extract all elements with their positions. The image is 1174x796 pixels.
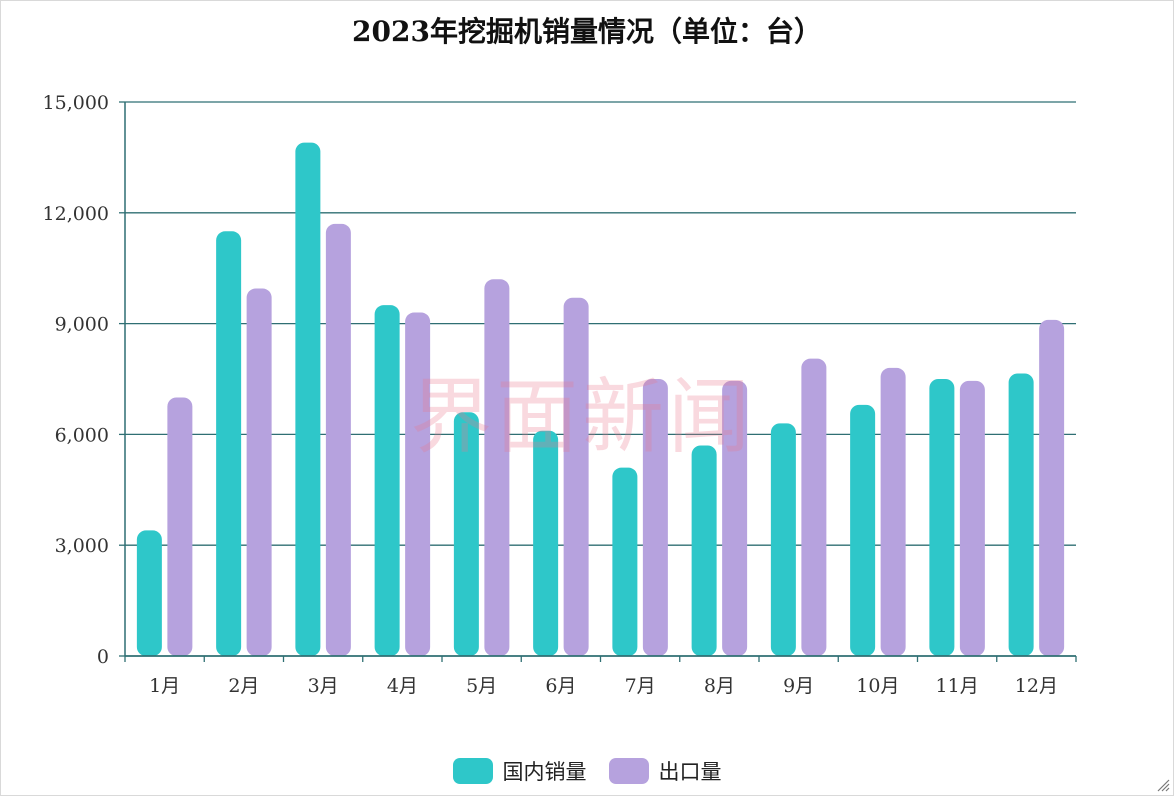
bar-domestic-4[interactable] <box>374 305 400 656</box>
x-tick-label: 6月 <box>545 675 576 697</box>
chart-title: 2023年挖掘机销量情况（单位：台） <box>352 15 822 48</box>
bar-domestic-8[interactable] <box>691 445 717 656</box>
bar-domestic-2[interactable] <box>216 231 242 656</box>
legend-swatch-domestic <box>452 758 493 784</box>
x-tick-label: 5月 <box>466 675 497 697</box>
x-tick-label: 8月 <box>704 675 735 697</box>
bar-export-12[interactable] <box>1039 319 1065 656</box>
x-tick-label: 9月 <box>783 675 814 697</box>
bar-export-8[interactable] <box>722 380 748 656</box>
bar-export-3[interactable] <box>325 223 351 656</box>
y-tick-label: 9,000 <box>55 314 109 336</box>
bar-export-6[interactable] <box>563 297 589 656</box>
x-tick-label: 12月 <box>1015 675 1058 697</box>
bar-domestic-1[interactable] <box>136 530 162 656</box>
resize-grip-icon[interactable] <box>1156 778 1170 792</box>
bar-export-7[interactable] <box>642 379 668 656</box>
legend-label-domestic: 国内销量 <box>502 760 587 784</box>
bar-domestic-11[interactable] <box>929 379 955 656</box>
y-tick-label: 15,000 <box>43 92 109 114</box>
x-tick-label: 1月 <box>149 675 180 697</box>
y-tick-label: 12,000 <box>43 203 109 225</box>
bar-export-10[interactable] <box>880 367 906 656</box>
y-tick-label: 3,000 <box>55 535 109 557</box>
bar-domestic-10[interactable] <box>850 404 876 656</box>
bar-export-5[interactable] <box>484 279 510 656</box>
x-tick-label: 2月 <box>228 675 259 697</box>
legend-item-export[interactable]: 出口量 <box>608 756 722 786</box>
bar-domestic-7[interactable] <box>612 467 638 656</box>
bar-domestic-3[interactable] <box>295 142 321 657</box>
x-tick-label: 3月 <box>308 675 339 697</box>
bar-export-2[interactable] <box>246 288 272 656</box>
x-tick-label: 11月 <box>936 675 979 697</box>
bar-domestic-9[interactable] <box>770 423 796 656</box>
legend: 国内销量 出口量 <box>0 756 1174 786</box>
y-tick-label: 6,000 <box>55 424 109 446</box>
bar-export-4[interactable] <box>405 312 431 656</box>
bar-export-1[interactable] <box>167 397 193 656</box>
bar-domestic-12[interactable] <box>1008 373 1034 656</box>
x-tick-label: 10月 <box>856 675 899 697</box>
bar-domestic-6[interactable] <box>533 430 559 656</box>
legend-swatch-export <box>608 758 649 784</box>
legend-label-export: 出口量 <box>658 760 722 784</box>
bar-export-9[interactable] <box>801 358 827 656</box>
bar-export-11[interactable] <box>959 380 985 656</box>
y-tick-label: 0 <box>97 646 109 668</box>
bar-domestic-5[interactable] <box>453 412 479 656</box>
legend-item-domestic[interactable]: 国内销量 <box>452 756 587 786</box>
x-tick-label: 4月 <box>387 675 418 697</box>
x-tick-label: 7月 <box>625 675 656 697</box>
